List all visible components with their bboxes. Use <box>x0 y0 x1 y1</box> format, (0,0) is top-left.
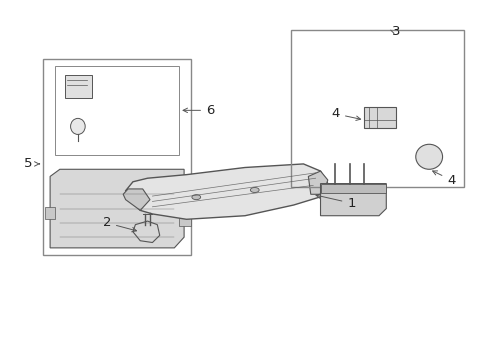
Ellipse shape <box>250 188 259 193</box>
Bar <box>291 30 464 187</box>
Text: 3: 3 <box>392 25 400 38</box>
Polygon shape <box>308 171 328 194</box>
Text: 4: 4 <box>433 171 456 186</box>
Bar <box>320 184 386 193</box>
Text: 4: 4 <box>332 107 361 121</box>
Text: 1: 1 <box>316 194 356 210</box>
Polygon shape <box>123 189 150 210</box>
Polygon shape <box>320 184 386 216</box>
Text: 2: 2 <box>102 216 137 232</box>
Polygon shape <box>50 169 184 248</box>
Text: 5: 5 <box>24 157 32 170</box>
Polygon shape <box>125 164 328 219</box>
Bar <box>179 212 192 226</box>
Ellipse shape <box>71 118 85 134</box>
Bar <box>45 207 55 219</box>
Ellipse shape <box>416 144 442 169</box>
Bar <box>365 107 396 128</box>
Bar <box>65 75 92 98</box>
Polygon shape <box>133 221 160 243</box>
Ellipse shape <box>192 195 201 200</box>
Bar <box>55 66 179 155</box>
Bar <box>43 59 192 255</box>
Text: 6: 6 <box>183 104 215 117</box>
Bar <box>179 191 192 205</box>
